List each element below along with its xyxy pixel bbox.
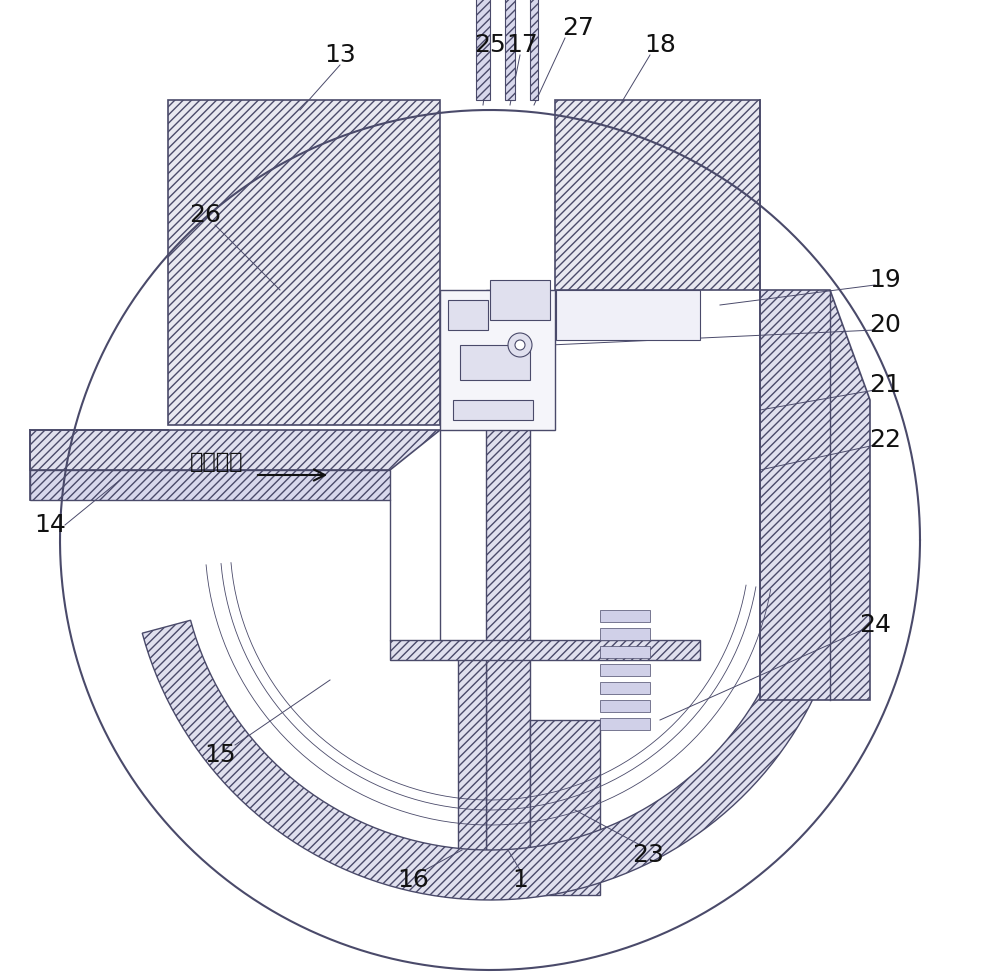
Polygon shape (458, 650, 486, 895)
Bar (490, 280, 550, 320)
Circle shape (515, 340, 525, 350)
Text: 26: 26 (189, 203, 221, 227)
Bar (600, 646, 650, 658)
Text: 23: 23 (632, 843, 664, 867)
Polygon shape (760, 290, 870, 700)
Polygon shape (440, 290, 555, 430)
Bar (505, 0, 515, 100)
Bar (530, 0, 538, 100)
Polygon shape (555, 100, 760, 290)
Text: 14: 14 (34, 513, 66, 537)
Text: 13: 13 (324, 43, 356, 67)
Bar (476, 0, 490, 100)
Text: 16: 16 (397, 868, 429, 892)
Text: 21: 21 (869, 373, 901, 397)
Bar (600, 664, 650, 676)
Text: 15: 15 (204, 743, 236, 767)
Polygon shape (168, 100, 440, 425)
Polygon shape (390, 640, 700, 660)
Text: 介质流向: 介质流向 (190, 452, 244, 472)
Text: 27: 27 (562, 16, 594, 40)
Text: 19: 19 (869, 268, 901, 292)
Bar (600, 610, 650, 622)
Text: 18: 18 (644, 33, 676, 57)
Bar (600, 628, 650, 640)
Bar (600, 700, 650, 712)
Polygon shape (556, 290, 700, 340)
Polygon shape (30, 430, 440, 470)
Text: 22: 22 (869, 428, 901, 452)
Text: 20: 20 (869, 313, 901, 337)
Bar (600, 682, 650, 694)
Bar (600, 718, 650, 730)
Polygon shape (530, 720, 600, 895)
Bar (453, 400, 533, 420)
Text: 1: 1 (512, 868, 528, 892)
Bar (448, 300, 488, 330)
Text: 25: 25 (474, 33, 506, 57)
Polygon shape (30, 470, 390, 500)
Text: 17: 17 (506, 33, 538, 57)
Circle shape (508, 333, 532, 357)
Polygon shape (142, 620, 828, 900)
Polygon shape (486, 290, 530, 890)
Bar (460, 345, 530, 380)
Text: 24: 24 (859, 613, 891, 637)
